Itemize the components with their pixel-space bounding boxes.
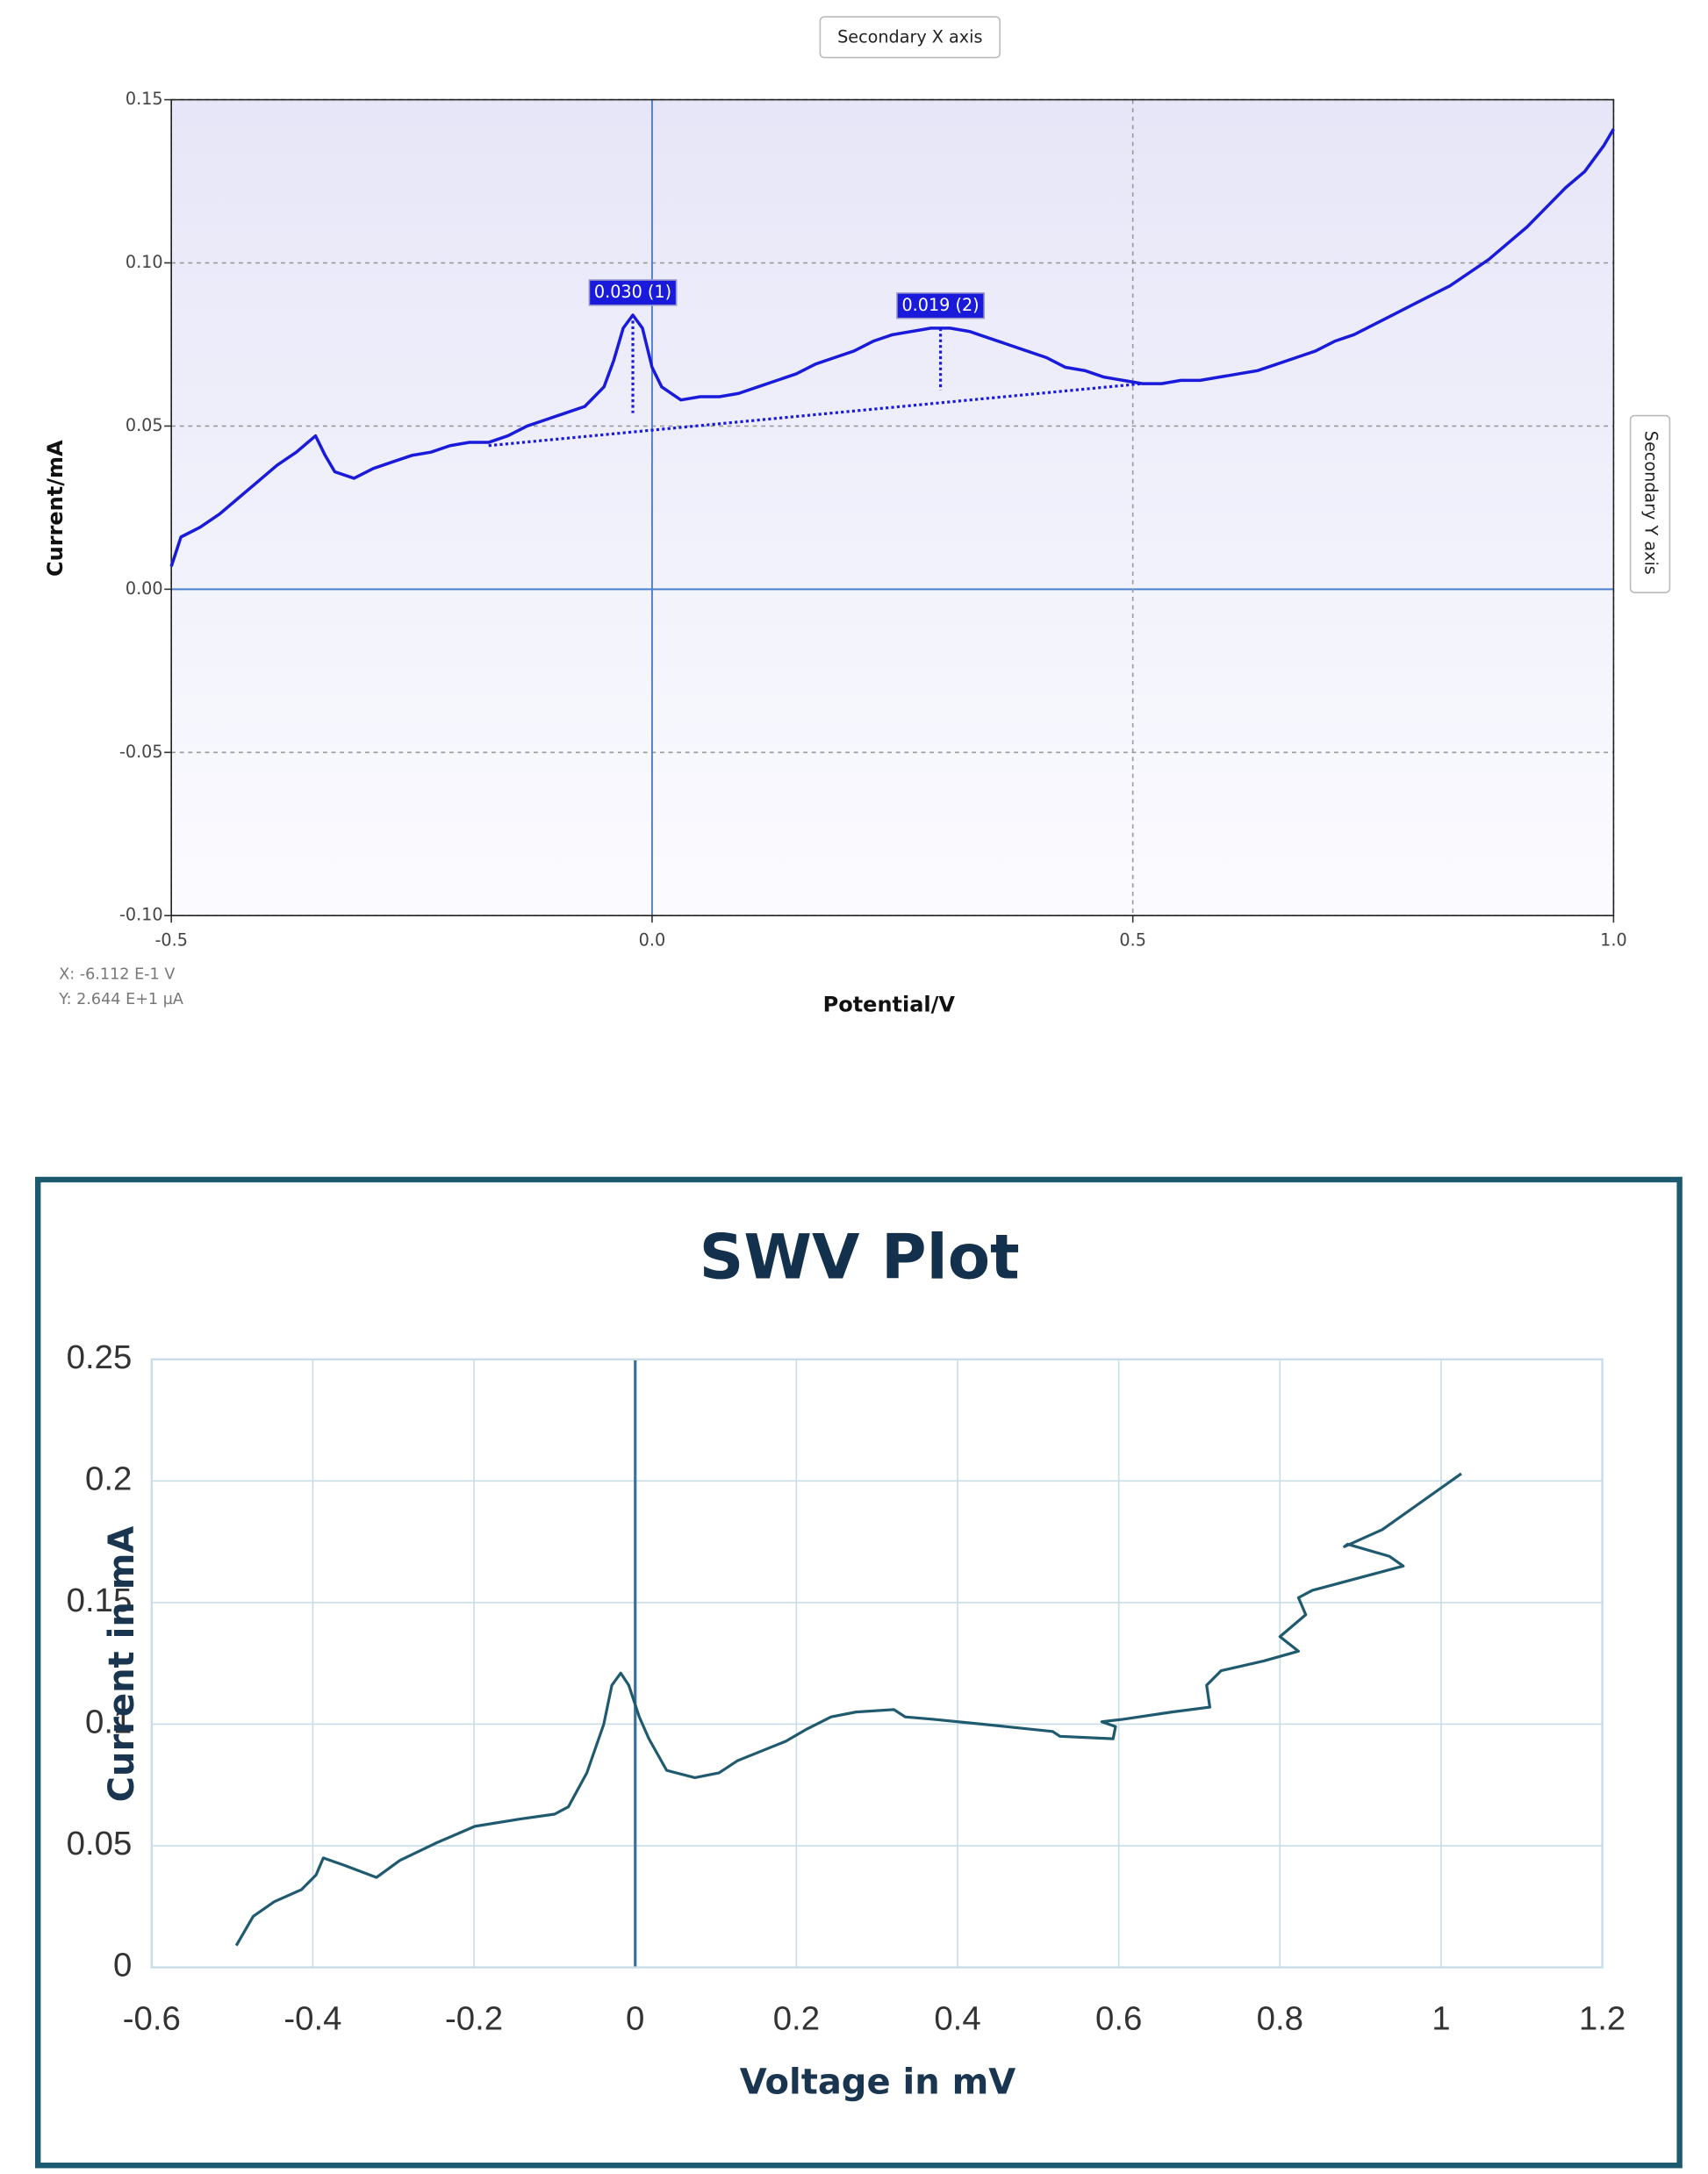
cursor-readout: X: -6.112 E-1 V xyxy=(59,965,175,983)
peak-label: 0.019 (2) xyxy=(901,295,979,315)
plot-area xyxy=(152,1360,1603,1968)
y-tick-label: 0.05 xyxy=(67,1825,133,1862)
y-tick-label: 0 xyxy=(113,1947,132,1984)
x-axis-label: Voltage in mV xyxy=(740,2062,1016,2102)
y-axis-label: Current/mA xyxy=(43,440,68,577)
y-tick-label: 0.25 xyxy=(67,1338,133,1376)
data-line xyxy=(234,1472,1462,1947)
x-tick-label: -0.6 xyxy=(123,2000,181,2038)
plot-border xyxy=(150,1358,1604,1969)
x-tick-label: 1.0 xyxy=(1600,930,1627,951)
chart-frame xyxy=(35,1176,1683,2169)
x-tick-label: -0.5 xyxy=(154,930,187,951)
x-tick-label: 0.0 xyxy=(639,930,666,951)
x-tick-label: 1.2 xyxy=(1579,2000,1625,2038)
button-bg[interactable] xyxy=(1629,414,1671,593)
x-tick-label: 0 xyxy=(626,2000,644,2038)
y-tick-label: -0.10 xyxy=(119,905,163,925)
chart-title: SWV Plot xyxy=(700,1221,1020,1293)
baseline xyxy=(488,382,1143,448)
y-tick-label: -0.05 xyxy=(119,742,163,762)
x-axis-label: Potential/V xyxy=(823,993,956,1017)
cursor-readout: Y: 2.644 E+1 µA xyxy=(58,991,183,1008)
plot-area xyxy=(171,99,1614,916)
x-tick-label: 0.5 xyxy=(1119,930,1146,951)
secondary-y-button[interactable]: Secondary Y axis xyxy=(1629,414,1671,593)
y-tick-label: 0.10 xyxy=(126,252,163,272)
y-axis-label: Current in mA xyxy=(102,1526,142,1803)
peak-label-box xyxy=(896,292,985,319)
x-tick-label: 1 xyxy=(1432,2000,1450,2038)
y-tick-label: 0.1 xyxy=(85,1704,132,1741)
x-tick-label: -0.2 xyxy=(445,2000,503,2038)
x-tick-label: 0.8 xyxy=(1257,2000,1303,2038)
y-tick-label: 0.2 xyxy=(85,1460,132,1498)
y-tick-label: 0.15 xyxy=(67,1582,133,1619)
x-tick-label: 0.2 xyxy=(773,2000,820,2038)
data-line xyxy=(169,128,1615,567)
button-label[interactable]: Secondary X axis xyxy=(837,27,982,47)
plot-border xyxy=(170,98,1615,916)
peak-label: 0.030 (1) xyxy=(594,282,671,302)
y-tick-label: 0.00 xyxy=(126,578,163,599)
x-tick-label: -0.4 xyxy=(283,2000,341,2038)
button-label[interactable]: Secondary Y axis xyxy=(1641,431,1661,575)
x-tick-label: 0.6 xyxy=(1095,2000,1142,2038)
x-tick-label: 0.4 xyxy=(934,2000,980,2038)
y-tick-label: 0.15 xyxy=(126,89,163,109)
secondary-x-button[interactable]: Secondary X axis xyxy=(819,16,1001,59)
button-bg[interactable] xyxy=(819,16,1001,59)
peak-label-box xyxy=(588,279,678,306)
y-tick-label: 0.05 xyxy=(126,415,163,435)
